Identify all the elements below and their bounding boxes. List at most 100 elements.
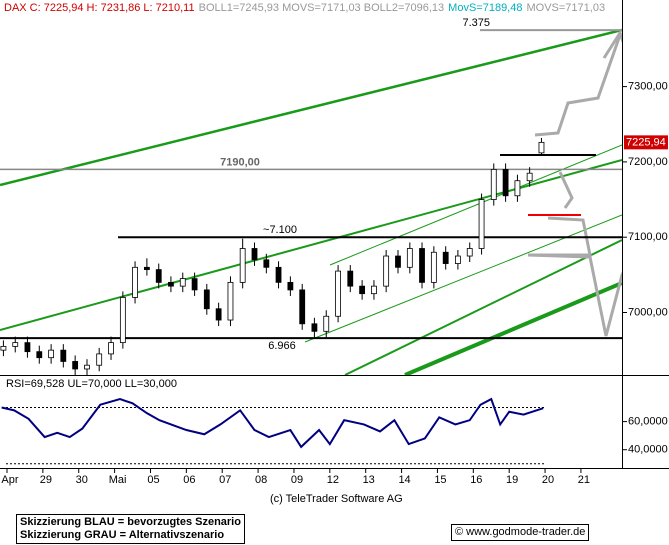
candle-body [514, 180, 521, 197]
candle-body [323, 315, 330, 332]
price-tag-label: 7225,94 [626, 136, 666, 148]
movs-info: MovS=7189,48 [448, 2, 522, 14]
candle-body [24, 342, 31, 353]
trend-line [344, 239, 622, 375]
price-plot: 7.375 7190,00 ~7.100 6.966 [0, 17, 622, 375]
candle-body [311, 323, 318, 332]
rsi-title: RSI=69,528 UL=70,000 LL=30,000 [6, 378, 177, 390]
level-label: 7.375 [462, 17, 490, 29]
candle-body [395, 255, 401, 268]
candle-body [72, 361, 79, 370]
boll-info: BOLL1=7245,93 MOVS=7171,03 BOLL2=7096,13 [199, 2, 445, 14]
movs-info: MOVS=7171,03 [526, 2, 605, 14]
chart: DAX C: 7225,94 H: 7231,86 L: 7210,11 BOLL… [0, 0, 669, 486]
scenario-arrow [527, 216, 622, 337]
candle-body [490, 169, 497, 200]
x-tick-label: Mai [109, 474, 127, 486]
candle-body [371, 285, 377, 295]
y-tick-label: 7200,00 [628, 156, 668, 168]
candle-body [179, 278, 186, 287]
legend-text: Skizzierung BLAU = bevorzugtes Szenario [20, 516, 241, 528]
level-label: 6.966 [268, 340, 296, 352]
x-tick-label: Apr [1, 474, 18, 486]
y-tick-label: 60,0000 [628, 416, 668, 428]
candle-body [466, 248, 473, 257]
x-tick-label: 16 [470, 474, 482, 486]
scenario-arrow [534, 34, 622, 137]
candle-body [96, 353, 103, 366]
candle-body [36, 351, 43, 359]
x-tick-label: 13 [363, 474, 375, 486]
candle-body [335, 270, 341, 317]
candle-body [419, 248, 425, 283]
candle-body [359, 285, 366, 295]
x-tick-label: 20 [542, 474, 554, 486]
header-bg [0, 0, 622, 14]
candle-body [108, 342, 114, 355]
price-info: DAX C: 7225,94 H: 7231,86 L: 7210,11 [4, 2, 195, 14]
x-tick-label: 08 [255, 474, 267, 486]
x-tick-label: 15 [434, 474, 446, 486]
trend-line [304, 214, 622, 343]
candle-body [251, 248, 258, 261]
x-tick-label: 30 [76, 474, 88, 486]
candle-body [275, 266, 282, 283]
x-tick-label: 21 [578, 474, 590, 486]
candle-body [203, 289, 210, 310]
candle-body [119, 297, 126, 344]
candle-body [538, 141, 545, 154]
x-tick-label: 14 [398, 474, 410, 486]
scenario-arrow [558, 171, 574, 209]
candle-body [155, 269, 162, 283]
y-tick-label: 7000,00 [628, 306, 668, 318]
x-tick-label: 19 [506, 474, 518, 486]
price-tag [624, 135, 668, 150]
legend-text: Skizzierung GRAU = Alternativszenario [20, 529, 225, 541]
candle-body [60, 349, 67, 362]
candle-body [502, 169, 509, 197]
copyright: (c) TeleTrader Software AG [270, 493, 403, 505]
site-box[interactable]: © www.godmode-trader.de [451, 524, 590, 541]
candle-body [0, 345, 7, 351]
candle-body [478, 199, 485, 249]
candle-body [347, 270, 354, 287]
x-tick-label: 29 [40, 474, 52, 486]
x-tick-label: 12 [327, 474, 339, 486]
legend-box: Skizzierung BLAU = bevorzugtes Szenario S… [16, 514, 245, 544]
candle-body [227, 281, 234, 321]
candle-body [48, 349, 55, 359]
candle-body [430, 251, 437, 283]
candle-body [287, 281, 294, 291]
trend-line [0, 159, 622, 331]
candle-body [84, 364, 90, 370]
header: DAX C: 7225,94 H: 7231,86 L: 7210,11 BOLL… [4, 2, 605, 14]
trend-line [329, 144, 622, 266]
drawings [0, 28, 622, 375]
y-tick-label: 7100,00 [628, 231, 668, 243]
rsi-line [1, 397, 544, 449]
candle-body [526, 172, 533, 182]
arrow-head [602, 29, 622, 59]
x-tick-label: 05 [147, 474, 159, 486]
y-tick-label: 40,0000 [628, 444, 668, 456]
level-label: 7190,00 [220, 156, 260, 168]
x-tick-label: 09 [291, 474, 303, 486]
candle-body [454, 255, 461, 264]
x-tick-label: 07 [219, 474, 231, 486]
candle-body [263, 259, 270, 268]
candle-body [383, 255, 390, 287]
candle-body [299, 289, 306, 325]
level-label: ~7.100 [263, 224, 297, 236]
trend-line [0, 28, 622, 187]
candle-body [12, 342, 19, 347]
candle-body [406, 248, 413, 268]
candle-body [168, 281, 174, 287]
trend-line [404, 281, 622, 375]
candle-body [143, 266, 150, 270]
x-tick-label: 06 [183, 474, 195, 486]
candle-body [442, 251, 449, 264]
candle-body [132, 266, 138, 298]
y-tick-label: 7300,00 [628, 81, 668, 93]
candle-body [191, 278, 198, 291]
